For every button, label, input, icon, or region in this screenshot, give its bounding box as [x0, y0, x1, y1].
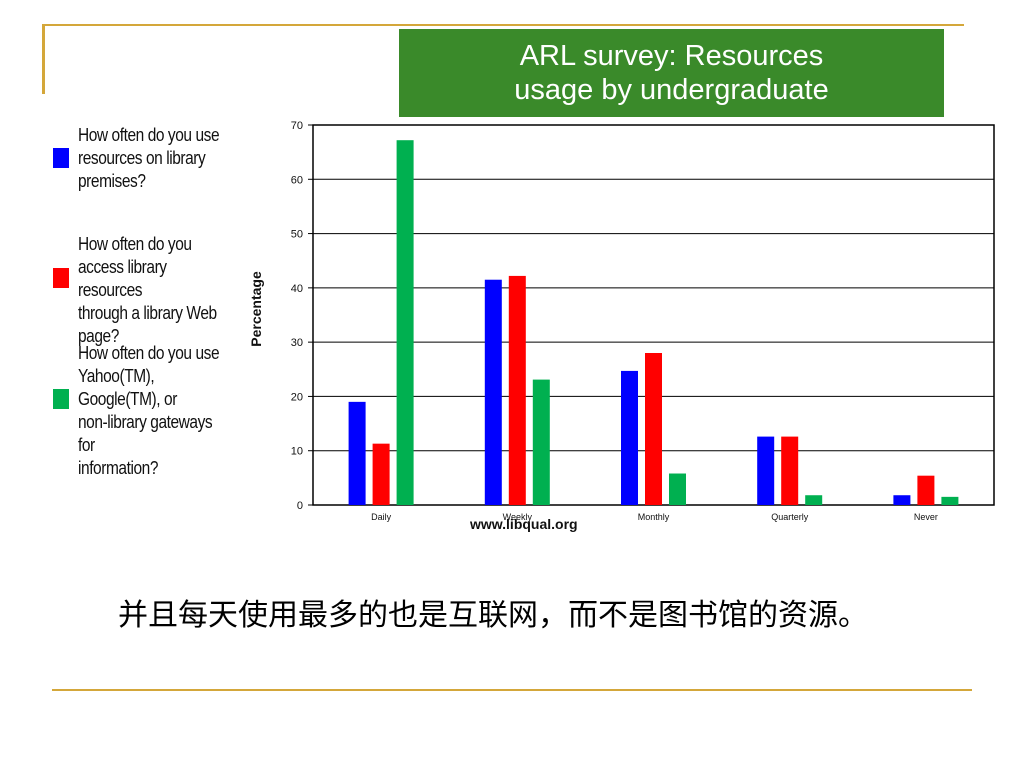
bar [532, 379, 550, 505]
y-tick-label: 10 [291, 446, 303, 458]
bar [508, 275, 526, 505]
bar [621, 370, 638, 505]
bar-chart: 0 10 20 30 40 50 60 70 Daily Weekly Monthly Quarter… [291, 120, 995, 522]
bar [348, 401, 366, 505]
legend-swatch-green [53, 389, 69, 409]
bar [893, 495, 911, 505]
bar [805, 495, 823, 505]
x-tick-label: Never [914, 512, 938, 522]
y-tick-label: 40 [291, 283, 303, 295]
source-url: www.libqual.org [470, 516, 578, 532]
bar [757, 436, 775, 505]
bar [396, 140, 414, 505]
slide-title-line2: usage by undergraduate [514, 74, 829, 106]
slide-title: ARL survey: Resources usage by undergrad… [399, 29, 944, 117]
bar [669, 473, 686, 505]
x-tick-label: Weekly [503, 512, 533, 522]
bar [645, 353, 662, 505]
y-tick-label: 50 [291, 229, 303, 241]
legend-label-non-library: How often do you use Yahoo(TM), Google(T… [78, 343, 220, 478]
x-tick-label: Daily [371, 512, 392, 522]
legend-label-library-premises: How often do you use resources on librar… [78, 125, 220, 191]
left-rule [42, 24, 45, 94]
y-tick-label: 20 [291, 391, 303, 403]
bar [941, 496, 959, 505]
slide-caption: 并且每天使用最多的也是互联网，而不是图书馆的资源。 [118, 598, 868, 633]
legend-swatch-red [53, 268, 69, 288]
bar [917, 475, 935, 505]
y-tick-label: 70 [291, 120, 303, 132]
legend-swatch-blue [53, 148, 69, 168]
x-tick-label: Monthly [638, 512, 670, 522]
bottom-rule [52, 689, 972, 691]
y-tick-label: 60 [291, 174, 303, 186]
bar [484, 279, 502, 505]
y-tick-label: 0 [297, 500, 303, 512]
bar [372, 443, 390, 505]
x-tick-label: Quarterly [771, 512, 809, 522]
bar [781, 436, 799, 505]
y-tick-label: 30 [291, 337, 303, 349]
legend-label-library-web: How often do you access library resource… [78, 234, 217, 346]
slide-title-line1: ARL survey: Resources [519, 40, 824, 72]
top-rule [44, 24, 964, 26]
